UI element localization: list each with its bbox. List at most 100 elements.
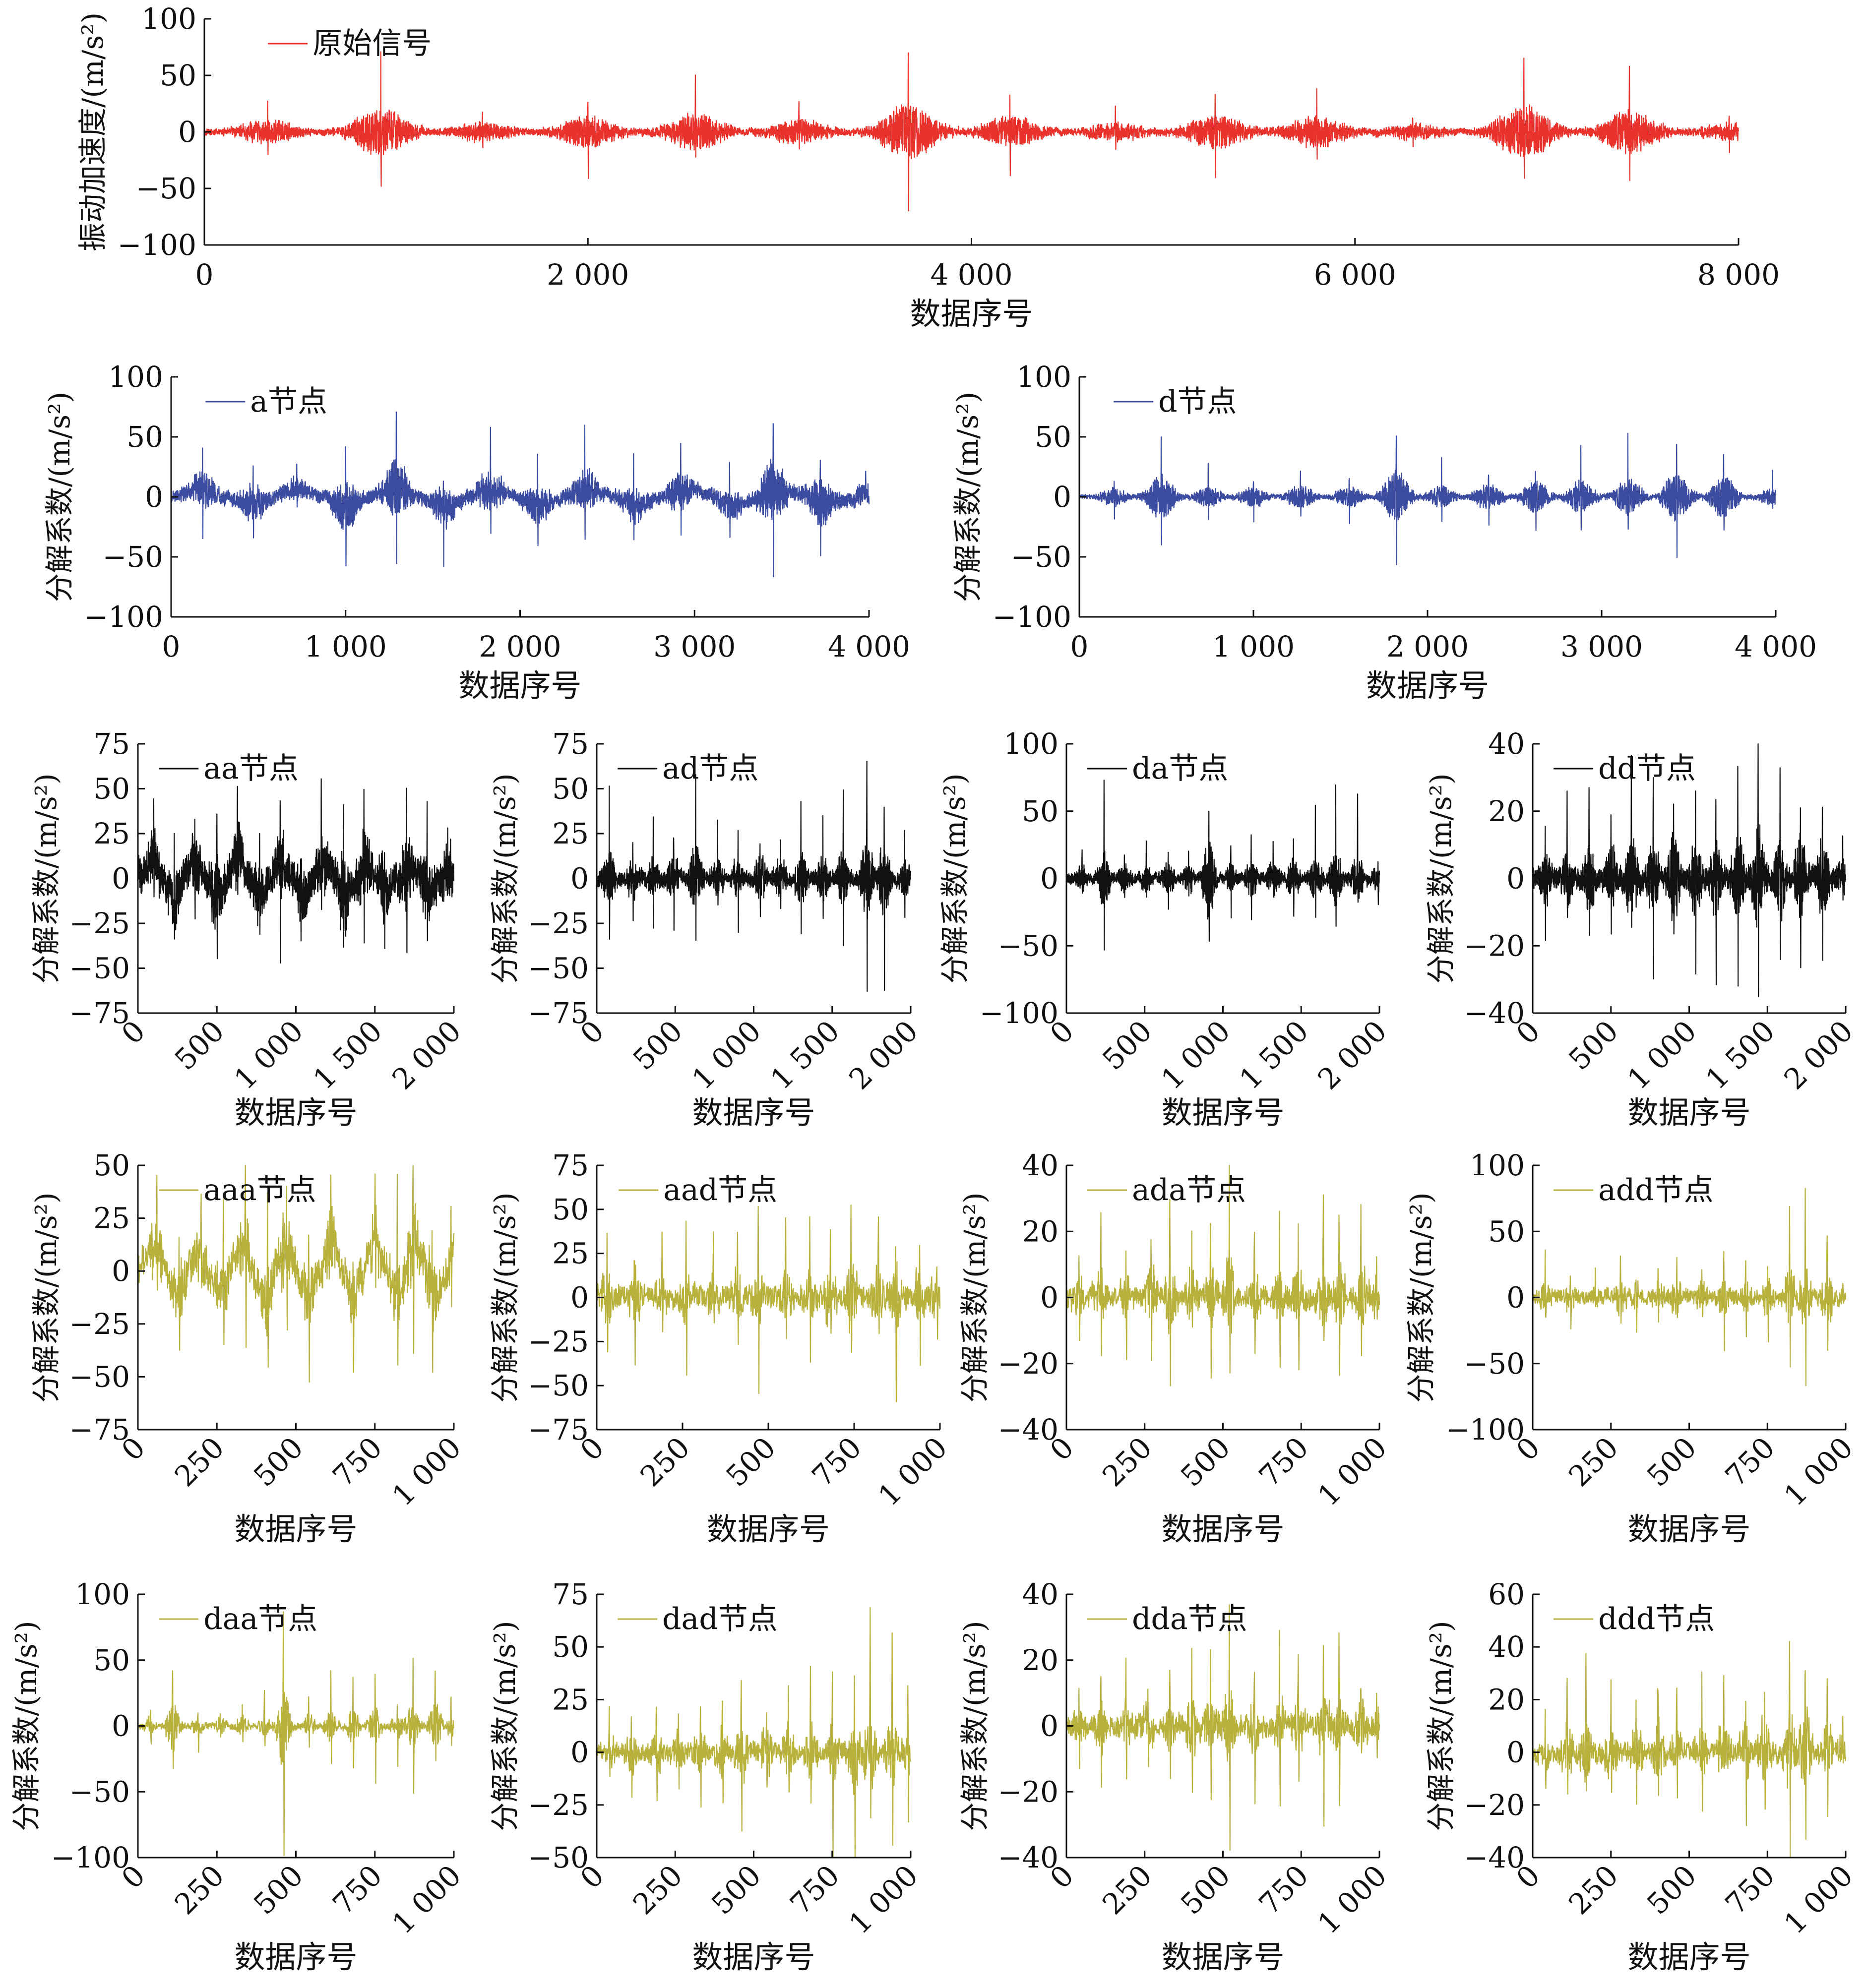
x-axis-title: 数据序号 [1366, 667, 1489, 704]
x-tick-label: 4 000 [1735, 630, 1817, 663]
x-tick-label: 500 [247, 1859, 310, 1921]
y-tick-label: 75 [552, 1577, 589, 1611]
x-tick-label: 500 [1174, 1859, 1237, 1921]
y-tick-label: −100 [980, 996, 1058, 1030]
y-tick-label: −40 [998, 1413, 1058, 1446]
x-tick-label: 1 000 [1311, 1859, 1393, 1940]
series-line-aa [137, 778, 455, 964]
y-tick-label: 100 [1470, 1148, 1525, 1182]
legend-label: dda节点 [1132, 1602, 1247, 1636]
y-tick-label: 0 [1040, 862, 1058, 896]
y-tick-label: 0 [1506, 1736, 1525, 1769]
y-tick-label: −75 [69, 1413, 130, 1446]
y-tick-label: 0 [570, 1281, 589, 1315]
series-line-dda [1065, 1604, 1380, 1851]
y-tick-label: 75 [93, 727, 130, 761]
legend-label: ad节点 [662, 751, 758, 786]
y-tick-label: −50 [69, 952, 130, 985]
x-tick-label: 250 [1562, 1431, 1624, 1493]
y-tick-label: −25 [69, 906, 130, 940]
y-axis-title: 分解系数/(m/s²) [488, 773, 522, 983]
x-tick-label: 2 000 [385, 1014, 467, 1096]
y-axis-title: 分解系数/(m/s²) [488, 1192, 522, 1402]
y-tick-label: 0 [570, 1736, 589, 1769]
x-tick-label: 1 000 [842, 1859, 924, 1940]
x-tick-label: 250 [626, 1859, 689, 1921]
y-axis-title: 分解系数/(m/s²) [938, 773, 972, 983]
y-tick-label: −20 [998, 1347, 1058, 1381]
y-tick-label: 0 [1040, 1281, 1058, 1315]
x-tick-label: 1 500 [307, 1014, 388, 1096]
y-tick-label: 0 [112, 1709, 130, 1743]
y-tick-label: −100 [51, 1841, 130, 1874]
y-tick-label: 25 [93, 817, 130, 850]
y-tick-label: 20 [1022, 1214, 1058, 1248]
legend-label: aa节点 [203, 751, 299, 786]
legend-label: d节点 [1158, 384, 1237, 419]
x-tick-label: 1 000 [305, 630, 387, 663]
y-tick-label: 50 [93, 772, 130, 806]
legend-label: aaa节点 [203, 1173, 316, 1207]
series-line-aaa [137, 1164, 455, 1383]
y-tick-label: −40 [1464, 996, 1525, 1030]
y-tick-label: 0 [1040, 1709, 1058, 1743]
x-tick-label: 250 [168, 1859, 231, 1921]
series-line-ddd [1532, 1641, 1847, 1859]
y-tick-label: 25 [93, 1202, 130, 1235]
x-tick-label: 4 000 [930, 258, 1012, 292]
y-tick-label: −25 [528, 1325, 589, 1358]
x-tick-label: 500 [705, 1859, 767, 1921]
x-axis-title: 数据序号 [707, 1511, 830, 1547]
legend-label: dad节点 [662, 1602, 778, 1636]
x-tick-label: 1 000 [1777, 1859, 1859, 1940]
x-tick-label: 1 000 [1212, 630, 1295, 663]
y-tick-label: 0 [145, 480, 163, 514]
x-tick-label: 750 [326, 1859, 388, 1921]
x-tick-label: 0 [195, 258, 214, 292]
y-tick-label: 50 [1035, 420, 1071, 454]
x-tick-label: 4 000 [828, 630, 910, 663]
y-tick-label: 75 [552, 1148, 589, 1182]
y-tick-label: −50 [528, 1369, 589, 1402]
y-tick-label: −75 [528, 996, 589, 1030]
x-tick-label: 750 [783, 1859, 846, 1921]
series-line-dad [596, 1607, 912, 1859]
y-tick-label: −75 [69, 996, 130, 1030]
x-tick-label: 6 000 [1314, 258, 1396, 292]
x-tick-label: 8 000 [1697, 258, 1780, 292]
x-axis-title: 数据序号 [1627, 1939, 1750, 1975]
y-tick-label: 100 [1016, 360, 1071, 394]
y-tick-label: 75 [552, 727, 589, 761]
y-tick-label: 25 [552, 817, 589, 850]
y-tick-label: −20 [1464, 929, 1525, 963]
x-tick-label: 1 000 [1621, 1014, 1703, 1096]
x-tick-label: 250 [1562, 1859, 1624, 1921]
y-tick-label: −20 [1464, 1788, 1525, 1822]
x-tick-label: 500 [168, 1014, 231, 1077]
x-axis-title: 数据序号 [1627, 1094, 1750, 1131]
x-axis-title: 数据序号 [1161, 1511, 1284, 1547]
y-tick-label: −50 [69, 1360, 130, 1393]
x-tick-label: 2 000 [1386, 630, 1469, 663]
y-tick-label: 25 [552, 1683, 589, 1716]
y-tick-label: 40 [1488, 727, 1525, 761]
y-tick-label: 50 [160, 59, 196, 92]
y-tick-label: 40 [1488, 1630, 1525, 1664]
y-axis-title: 分解系数/(m/s²) [1424, 1621, 1458, 1831]
series-line-daa [137, 1611, 455, 1856]
x-tick-label: 750 [1252, 1859, 1315, 1921]
x-tick-label: 500 [1640, 1859, 1703, 1921]
y-tick-label: −100 [993, 600, 1071, 634]
legend-label: 原始信号 [312, 26, 432, 61]
y-axis-title: 分解系数/(m/s²) [43, 392, 76, 602]
y-tick-label: 25 [552, 1237, 589, 1270]
x-tick-label: 2 000 [842, 1014, 924, 1096]
y-tick-label: 100 [1003, 727, 1058, 761]
